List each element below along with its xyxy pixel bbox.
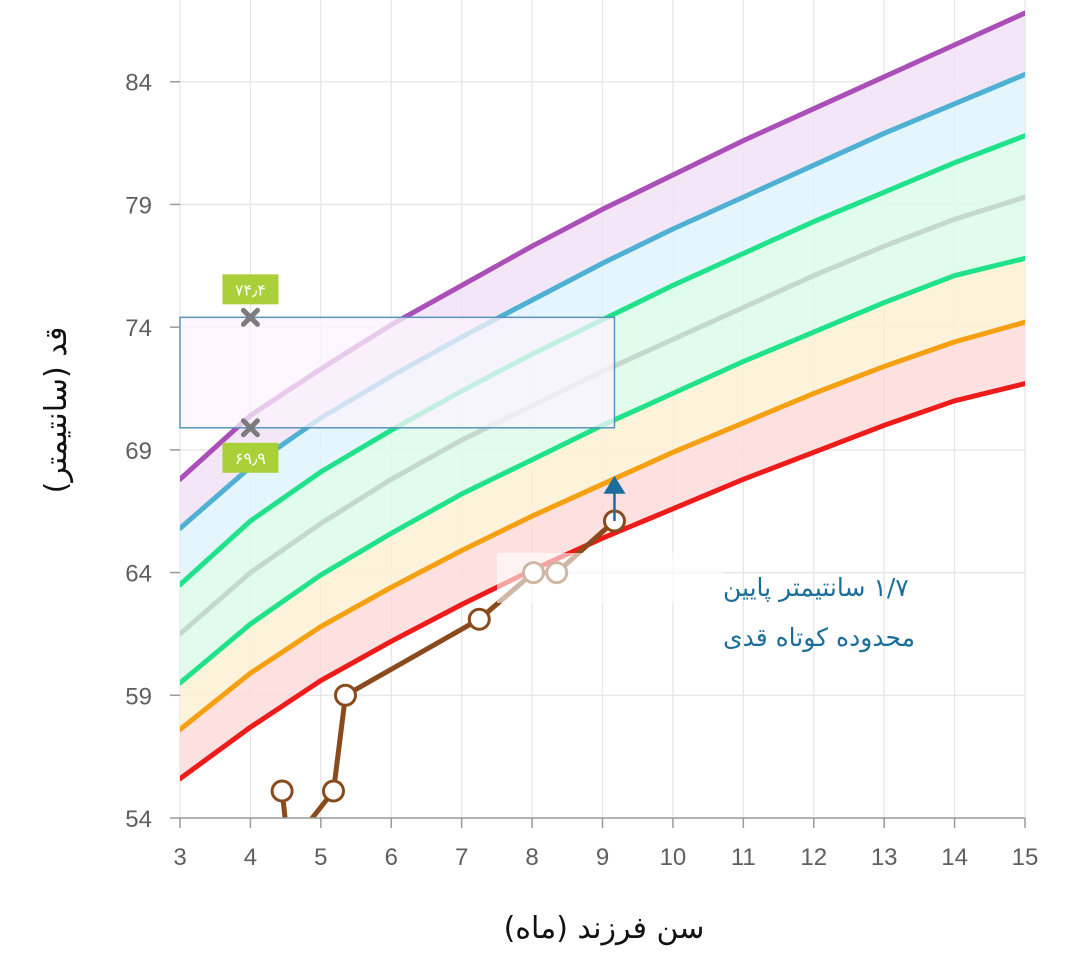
x-tick-label-3: 3 — [173, 844, 186, 871]
target-arrow — [603, 475, 626, 522]
y-tick-label-64: 64 — [125, 561, 152, 588]
band-p50h-median — [180, 135, 1025, 634]
annotation-line-1: محدوده کوتاه قدی — [723, 623, 915, 653]
x-tick-label-5: 5 — [314, 844, 327, 871]
x-tick-label-11: 11 — [731, 844, 756, 871]
x-tick-label-8: 8 — [525, 844, 538, 871]
y-tick-label-59: 59 — [125, 683, 152, 710]
y-tick-label-54: 54 — [125, 806, 152, 833]
range-marker-1: ۶۹٫۹ — [222, 418, 279, 473]
percentile-line-p0 — [180, 381, 1025, 782]
reference-range-box — [179, 316, 616, 429]
x-axis-title: سن فرزند (ماه) — [504, 911, 705, 946]
percentile-bands — [180, 13, 1025, 779]
x-tick-label-4: 4 — [244, 844, 257, 871]
child-point-5 — [467, 607, 491, 631]
range-marker-label-bg-1 — [222, 442, 279, 473]
y-tick-label-69: 69 — [125, 438, 152, 465]
x-tick-label-14: 14 — [941, 844, 968, 871]
band-p3-p0 — [180, 322, 1025, 779]
child-point-0 — [270, 779, 294, 803]
x-tick-label-6: 6 — [385, 844, 398, 871]
reference-range-rect — [179, 316, 616, 429]
range-marker-cross-0 — [240, 307, 260, 327]
x-tick-labels: 3 4 5 6 7 8 9 10 11 12 13 14 15 — [173, 844, 1038, 871]
band-p15-p3 — [180, 258, 1025, 730]
band-p97-p85 — [180, 13, 1025, 529]
band-median-p15 — [180, 197, 1025, 683]
y-axis-title: قد (سانتیمتر) — [39, 327, 74, 494]
percentile-line-p3 — [180, 319, 1025, 733]
x-tick-label-15: 15 — [1012, 844, 1039, 871]
x-tick-label-12: 12 — [800, 844, 827, 871]
axes — [170, 80, 1026, 828]
annotation-background — [497, 553, 723, 603]
range-marker-0: ۷۴٫۴ — [222, 274, 279, 327]
annotation: ۱/۷ سانتیمتر پایین محدوده کوتاه قدی — [497, 553, 915, 653]
target-arrow-head — [603, 475, 626, 494]
x-tick-label-10: 10 — [660, 844, 687, 871]
child-point-4 — [333, 683, 357, 707]
range-marker-label-0: ۷۴٫۴ — [235, 280, 266, 299]
annotation-line-0: ۱/۷ سانتیمتر پایین — [723, 573, 909, 602]
y-tick-label-84: 84 — [125, 70, 152, 97]
y-tick-label-74: 74 — [125, 315, 152, 342]
x-tick-label-13: 13 — [871, 844, 898, 871]
y-tick-label-79: 79 — [125, 192, 152, 219]
range-marker-label-1: ۶۹٫۹ — [235, 449, 266, 468]
x-tick-label-9: 9 — [596, 844, 609, 871]
y-tick-labels: 54 59 64 69 74 79 84 — [125, 70, 152, 833]
range-marker-cross-1 — [240, 418, 260, 438]
range-marker-label-bg-0 — [222, 274, 279, 305]
band-p85-p50h — [180, 74, 1025, 585]
x-tick-label-7: 7 — [455, 844, 468, 871]
child-point-3 — [322, 779, 346, 803]
range-markers: ۷۴٫۴ ۶۹٫۹ — [222, 274, 279, 473]
